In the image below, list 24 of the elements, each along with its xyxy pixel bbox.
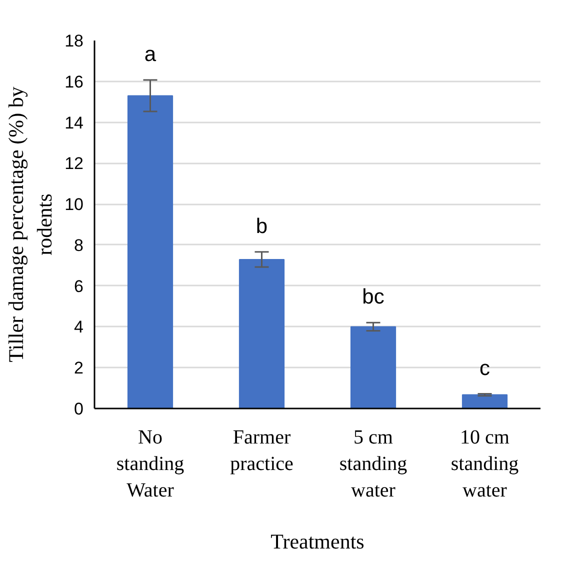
y-tick-label: 14 [64, 113, 84, 132]
x-tick-label: No standing Water [116, 426, 184, 502]
y-tick-label: 2 [74, 358, 84, 378]
y-tick-label: 0 [74, 400, 84, 418]
x-tick-label: 10 cm standing water [450, 426, 519, 502]
bar [127, 95, 174, 408]
y-tick-label: 12 [64, 154, 84, 174]
x-axis-title: Treatments [270, 529, 364, 554]
annotation: bc [362, 286, 384, 309]
bar [462, 394, 508, 408]
y-tick-label: 8 [74, 236, 84, 255]
y-tick-label: 6 [74, 276, 84, 296]
annotation: a [144, 42, 156, 66]
y-tick-label: 16 [64, 72, 84, 92]
y-tick-label: 18 [64, 32, 84, 50]
x-tick-label: Farmer practice [230, 426, 294, 475]
bar [238, 258, 285, 408]
y-tick-label: 4 [74, 318, 84, 337]
x-tick-label: 5 cm standing water [339, 426, 408, 502]
y-axis-title: Tiller damage percentage (%) by rodents [4, 86, 57, 362]
y-tick-label: 10 [64, 195, 84, 214]
bar [350, 326, 396, 408]
annotation: b [256, 214, 268, 238]
annotation: c [480, 356, 490, 380]
